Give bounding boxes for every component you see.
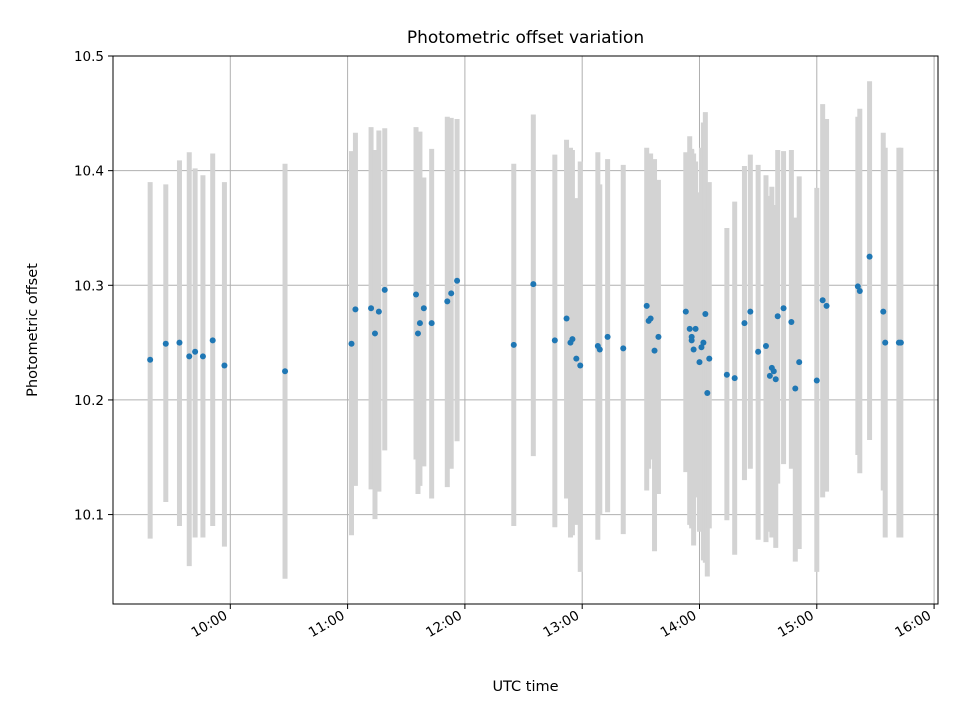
data-point — [774, 313, 781, 320]
data-points — [147, 253, 904, 397]
data-point — [690, 346, 697, 353]
data-point — [762, 343, 769, 350]
data-point — [854, 283, 861, 290]
data-point — [577, 362, 584, 369]
data-point — [792, 385, 799, 392]
data-point — [698, 344, 705, 351]
data-point — [692, 325, 699, 332]
data-point — [866, 253, 873, 260]
data-point — [413, 291, 420, 298]
data-point — [766, 372, 773, 379]
data-point — [371, 330, 378, 337]
data-point — [655, 333, 662, 340]
data-point — [747, 308, 754, 315]
data-point — [647, 315, 654, 322]
data-point — [454, 277, 461, 284]
data-point — [620, 345, 627, 352]
data-point — [551, 337, 558, 344]
data-point — [856, 288, 863, 295]
data-point — [880, 308, 887, 315]
data-point — [573, 355, 580, 362]
data-point — [770, 368, 777, 375]
data-point — [882, 339, 889, 346]
data-point — [823, 302, 830, 309]
data-point — [282, 368, 289, 375]
data-point — [381, 286, 388, 293]
data-point — [348, 340, 355, 347]
data-point — [352, 306, 359, 313]
data-point — [700, 339, 707, 346]
data-point — [414, 330, 421, 337]
data-point — [510, 341, 517, 348]
data-point — [704, 390, 711, 397]
x-axis-title: UTC time — [492, 679, 558, 695]
y-tick-label: 10.2 — [74, 393, 104, 409]
data-point — [192, 348, 199, 355]
data-point — [702, 310, 709, 317]
data-point — [788, 318, 795, 325]
data-point — [686, 325, 693, 332]
y-axis-title: Photometric offset — [25, 263, 41, 397]
data-point — [221, 362, 228, 369]
y-tick-label: 10.5 — [74, 49, 104, 65]
y-tick-label: 10.3 — [74, 278, 104, 294]
data-point — [772, 376, 779, 383]
data-point — [209, 337, 216, 344]
data-point — [604, 333, 611, 340]
data-point — [696, 359, 703, 366]
chart-title: Photometric offset variation — [407, 28, 644, 48]
data-point — [444, 298, 451, 305]
data-point — [731, 375, 738, 382]
data-point — [688, 337, 695, 344]
data-point — [199, 353, 206, 360]
data-point — [796, 359, 803, 366]
data-point — [682, 308, 689, 315]
data-point — [147, 356, 154, 363]
data-point — [375, 308, 382, 315]
data-point — [416, 320, 423, 327]
data-point — [780, 305, 787, 312]
data-point — [741, 320, 748, 327]
y-tick-label: 10.1 — [74, 508, 104, 524]
y-axis-ticks: 10.1 10.2 10.3 10.4 10.5 — [74, 49, 113, 524]
data-point — [563, 315, 570, 322]
plot-frame — [112, 55, 939, 605]
data-point — [569, 336, 576, 343]
data-point — [643, 302, 650, 309]
data-point — [813, 377, 820, 384]
data-point — [420, 305, 427, 312]
data-point — [530, 281, 537, 288]
data-point — [176, 339, 183, 346]
data-point — [897, 339, 904, 346]
data-point — [596, 346, 603, 353]
data-point — [162, 340, 169, 347]
data-point — [706, 355, 713, 362]
data-point — [448, 290, 455, 297]
data-point — [368, 305, 375, 312]
data-point — [186, 353, 193, 360]
y-tick-label: 10.4 — [74, 164, 104, 180]
data-point — [723, 371, 730, 378]
data-point — [755, 348, 762, 355]
data-point — [819, 297, 826, 304]
data-point — [651, 347, 658, 354]
data-point — [428, 320, 435, 327]
